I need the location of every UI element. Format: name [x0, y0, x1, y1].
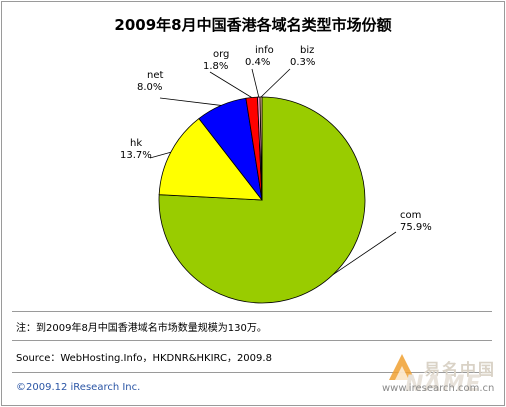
- slice-label-hk: hk: [130, 138, 142, 149]
- slice-value-biz: 0.3%: [290, 57, 315, 68]
- watermark-logo-icon: [389, 354, 415, 380]
- slice-value-hk: 13.7%: [120, 150, 152, 161]
- leader-line-info: [251, 68, 260, 98]
- slice-label-net: net: [147, 70, 163, 81]
- leader-line-net: [159, 97, 222, 106]
- slice-label-info: info: [255, 45, 274, 56]
- chart-source: Source：WebHosting.Info，HKDNR&HKIRC，2009.…: [16, 353, 272, 364]
- leader-line-org: [209, 71, 252, 98]
- copyright-text: ©2009.12 iResearch Inc.: [16, 382, 141, 393]
- divider-top: [12, 311, 492, 312]
- divider-middle: [12, 340, 492, 341]
- slice-value-info: 0.4%: [245, 57, 270, 68]
- slice-label-com: com: [400, 210, 421, 221]
- watermark-text-en: NAME: [405, 372, 482, 397]
- chart-title: 2009年8月中国香港各域名类型市场份额: [114, 16, 392, 34]
- chart-note: 注：到2009年8月中国香港域名市场数量规模为130万。: [16, 323, 267, 334]
- slice-label-org: org: [213, 49, 229, 60]
- leader-line-com: [332, 231, 397, 276]
- leader-line-hk: [149, 151, 171, 159]
- watermark-url: www.iresearch.com.cn: [382, 383, 495, 394]
- slice-value-com: 75.9%: [400, 222, 432, 233]
- leader-line-biz: [260, 68, 291, 98]
- pie-slice-com: [158, 96, 366, 304]
- watermark-text-cn: 易名中国: [424, 360, 497, 379]
- slice-label-biz: biz: [300, 45, 314, 56]
- pie-slice-hk: [158, 118, 263, 201]
- divider-bottom: [12, 372, 492, 373]
- slice-value-org: 1.8%: [203, 61, 228, 72]
- slice-value-net: 8.0%: [137, 82, 162, 93]
